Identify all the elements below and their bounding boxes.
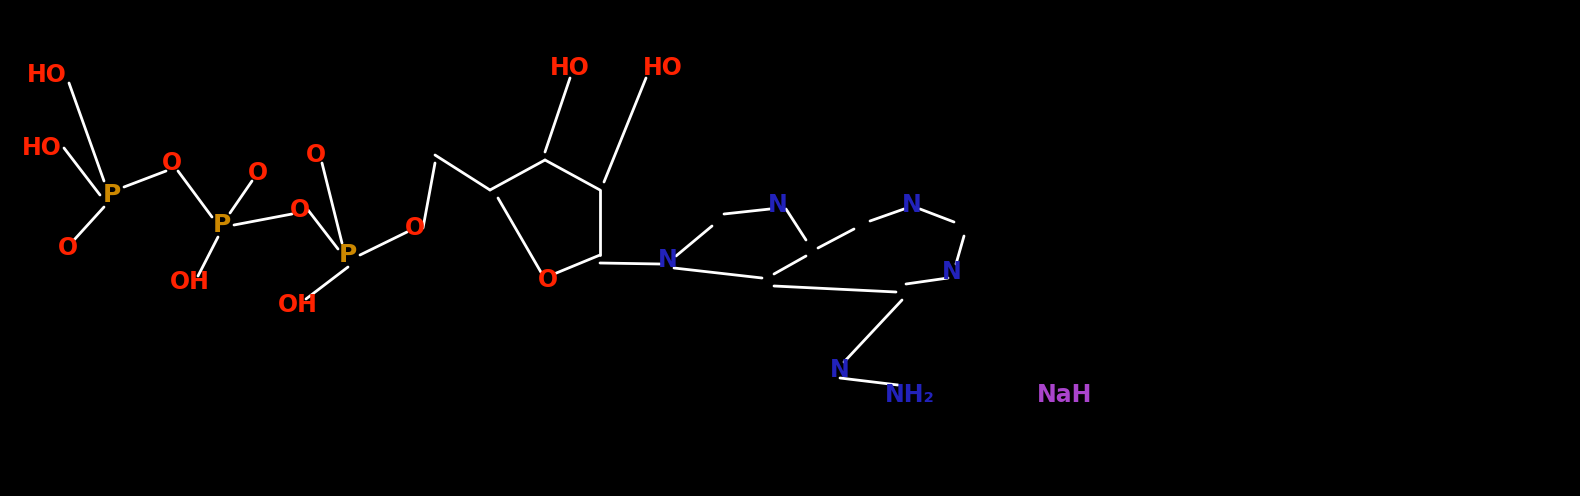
Text: NaH: NaH <box>1038 383 1093 407</box>
Text: P: P <box>213 213 231 237</box>
Text: O: O <box>307 143 325 167</box>
Text: O: O <box>537 268 558 292</box>
Text: HO: HO <box>643 56 683 80</box>
Text: O: O <box>161 151 182 175</box>
Text: OH: OH <box>171 270 210 294</box>
Text: N: N <box>659 248 678 272</box>
Text: HO: HO <box>27 63 66 87</box>
Text: O: O <box>404 216 425 240</box>
Text: N: N <box>902 193 921 217</box>
Text: O: O <box>248 161 269 185</box>
Text: N: N <box>830 358 850 382</box>
Text: OH: OH <box>278 293 318 317</box>
Text: HO: HO <box>550 56 589 80</box>
Text: P: P <box>338 243 357 267</box>
Text: O: O <box>58 236 77 260</box>
Text: N: N <box>942 260 962 284</box>
Text: P: P <box>103 183 122 207</box>
Text: N: N <box>768 193 788 217</box>
Text: NH₂: NH₂ <box>885 383 935 407</box>
Text: O: O <box>291 198 310 222</box>
Text: HO: HO <box>22 136 62 160</box>
